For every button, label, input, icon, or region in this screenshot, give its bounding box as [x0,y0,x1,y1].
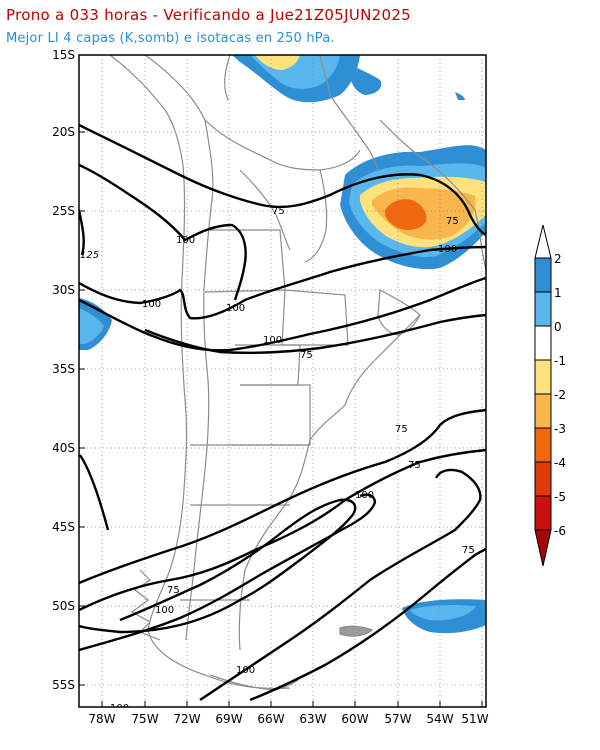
isotach-label: 100 [438,244,457,255]
isotach-label: 125 [80,250,99,261]
colorbar-segment [534,325,552,361]
isotach-label: 75 [408,460,421,471]
isotach-label: 75 [167,585,180,596]
colorbar-label: -4 [554,456,566,470]
isotach-label: 75 [272,206,285,217]
isotach-label: 100 [263,335,282,346]
colorbar-segment [534,461,552,497]
lon-label: 66W [257,712,284,726]
lat-label: 30S [52,283,75,297]
lon-label: 63W [299,712,326,726]
isotach-contours [79,123,486,702]
lat-label: 50S [52,599,75,613]
lon-label: 51W [461,712,488,726]
isotach-label: 100 [176,235,195,246]
lon-label: 72W [173,712,200,726]
colorbar-segment [534,427,552,463]
lon-label: 54W [426,712,453,726]
lat-label: 40S [52,441,75,455]
lon-label: 57W [384,712,411,726]
colorbar-label: -5 [554,490,566,504]
isotach-label: 75 [300,350,313,361]
colorbar-segment [534,359,552,395]
colorbar-segment [534,291,552,327]
map-subtitle: Mejor LI 4 capas (K,somb) e isotacas en … [6,31,335,46]
isotach-label: 100 [236,665,255,676]
colorbar-label: -2 [554,388,566,402]
isotach-label: 100 [142,299,161,310]
lat-label: 35S [52,362,75,376]
lat-label: 20S [52,125,75,139]
colorbar-segment [534,393,552,429]
colorbar-segment [534,257,552,293]
colorbar-label: 0 [554,320,562,334]
isotach-label: 100 [355,490,374,501]
colorbar-top-arrow [534,224,552,259]
lat-label: 45S [52,520,75,534]
isotach-label: 100 [226,303,245,314]
colorbar-label: -3 [554,422,566,436]
li-shading-northeast [232,55,486,270]
map-title: Prono a 033 horas - Verificando a Jue21Z… [6,6,411,24]
isotach-label: 100 [110,703,129,714]
isotach-label: 75 [395,424,408,435]
colorbar-label: 2 [554,252,562,266]
colorbar: 2 1 0 -1 -2 -3 -4 -5 -6 [534,224,566,567]
lon-label: 78W [88,712,115,726]
isotach-label: 75 [462,545,475,556]
isotach-label: 100 [155,605,174,616]
lat-label: 55S [52,678,75,692]
lat-lon-grid [79,55,486,707]
lat-label: 25S [52,204,75,218]
map-frame [78,54,487,708]
colorbar-label: 1 [554,286,562,300]
lon-label: 75W [131,712,158,726]
colorbar-bottom-arrow [534,529,552,567]
lon-label: 60W [341,712,368,726]
colorbar-label: -6 [554,524,566,538]
colorbar-label: -1 [554,354,566,368]
country-borders [109,55,486,691]
axis-ticks [79,54,483,707]
isotach-label: 75 [446,216,459,227]
lat-label: 15S [52,48,75,62]
lon-label: 69W [215,712,242,726]
colorbar-segment [534,495,552,531]
